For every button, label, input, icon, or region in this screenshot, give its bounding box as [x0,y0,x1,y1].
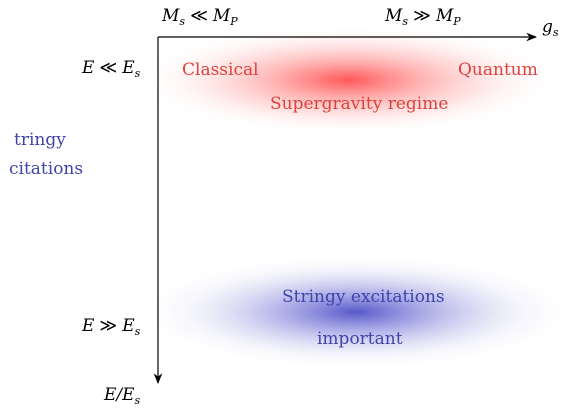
top-right-label: Ms ≫ MP [384,6,461,28]
low-energy-label: E ≪ Es [81,58,141,80]
horizontal-axis-label: gs [542,17,559,39]
side-text-line2: citations [9,159,83,179]
supergravity-region [133,24,561,136]
vertical-axis-label: E/Es [103,385,141,407]
stringy-label-line2: important [317,329,403,349]
stringy-label-line1: Stringy excitations [282,287,445,307]
classical-label: Classical [182,60,259,80]
stringy-region [136,254,561,370]
quantum-label: Quantum [458,60,538,80]
side-text-line1: tringy [14,130,66,150]
supergravity-label: Supergravity regime [270,94,448,114]
high-energy-label: E ≫ Es [81,316,141,338]
top-left-label: Ms ≪ MP [161,6,238,28]
